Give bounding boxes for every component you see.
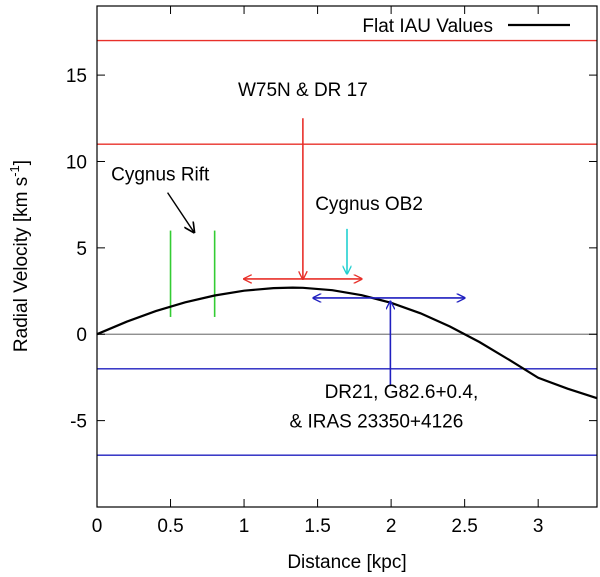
- cygnus-rift-label: Cygnus Rift: [111, 164, 210, 185]
- dr21-label-line1: DR21, G82.6+0.4,: [325, 382, 479, 403]
- y-axis-ticks: -5 0 5 10 15: [66, 66, 597, 433]
- cygnus-rift-pointer: [167, 192, 194, 233]
- x-tick-label: 0: [92, 516, 103, 537]
- y-tick-label: -5: [70, 412, 87, 433]
- legend: Flat IAU Values: [362, 16, 570, 37]
- y-axis-label-close: ]: [11, 160, 32, 165]
- w75n-label: W75N & DR 17: [238, 80, 368, 101]
- legend-label: Flat IAU Values: [362, 16, 493, 37]
- cygnus-ob2-label: Cygnus OB2: [315, 194, 423, 215]
- dr21-label-line2: & IRAS 23350+4126: [290, 412, 464, 433]
- x-tick-label: 2: [386, 516, 397, 537]
- y-axis-label-superscript: -1: [7, 165, 22, 177]
- reference-lines: [97, 39, 597, 456]
- cygnus-rift-markers: [169, 230, 216, 317]
- plot-frame: [96, 5, 598, 508]
- annotations: W75N & DR 17 Cygnus Rift Cygnus OB2 DR21…: [111, 80, 478, 433]
- x-tick-label: 2.5: [451, 516, 477, 537]
- flat-iau-curve: [96, 286, 598, 400]
- y-axis-label: Radial Velocity [km s-1]: [7, 160, 32, 352]
- y-tick-label: 0: [76, 325, 87, 346]
- y-tick-label: 5: [76, 239, 87, 260]
- y-tick-label: 10: [66, 152, 87, 173]
- annotation-arrows: [167, 118, 465, 387]
- x-axis-ticks: 0 0.5 1 1.5 2 2.5 3: [92, 6, 544, 537]
- x-axis-label: Distance [kpc]: [287, 552, 406, 573]
- x-tick-label: 0.5: [157, 516, 183, 537]
- x-tick-label: 1: [239, 516, 250, 537]
- y-tick-label: 15: [66, 66, 87, 87]
- x-tick-label: 1.5: [304, 516, 330, 537]
- x-tick-label: 3: [533, 516, 544, 537]
- y-axis-label-main: Radial Velocity [km s: [11, 177, 32, 352]
